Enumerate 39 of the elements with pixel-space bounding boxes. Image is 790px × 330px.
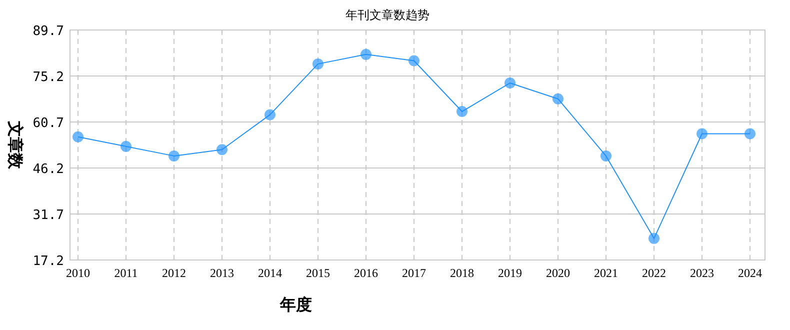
x-tick-label: 2018 (450, 266, 474, 280)
chart-title: 年刊文章数趋势 (346, 8, 430, 22)
y-axis-title: 文章数 (6, 120, 24, 170)
point (600, 150, 612, 162)
point (264, 109, 276, 120)
y-tick-label: 60.7 (32, 116, 64, 131)
y-tick-label: 89.7 (32, 24, 64, 39)
x-tick-label: 2012 (162, 266, 186, 280)
point (504, 77, 516, 88)
x-tick-label: 2010 (66, 266, 90, 280)
point (360, 48, 372, 60)
point (216, 144, 228, 156)
point (312, 58, 324, 70)
x-tick-label: 2021 (594, 266, 618, 280)
y-tick-label: 17.2 (32, 254, 64, 269)
x-tick-label: 2011 (114, 266, 138, 280)
x-tick-label: 2024 (738, 266, 762, 280)
point (168, 150, 180, 162)
point (744, 128, 756, 140)
point (408, 55, 420, 66)
point (552, 93, 564, 104)
x-axis-title: 年度 (279, 295, 312, 314)
x-tick-label: 2014 (258, 266, 282, 280)
x-tick-label: 2016 (354, 266, 378, 280)
x-tick-label: 2022 (642, 266, 666, 280)
point (72, 131, 84, 142)
point (120, 140, 132, 152)
x-tick-label: 2023 (690, 266, 714, 280)
y-tick-label: 31.7 (32, 208, 64, 223)
point (456, 106, 468, 118)
y-tick-label: 46.2 (32, 162, 64, 177)
point (696, 128, 708, 140)
x-tick-label: 2019 (498, 266, 522, 280)
point (648, 232, 660, 244)
x-tick-label: 2020 (546, 266, 570, 280)
y-tick-label: 75.2 (32, 70, 64, 85)
x-tick-label: 2013 (210, 266, 234, 280)
x-tick-label: 2017 (402, 266, 426, 280)
x-tick-label: 2015 (306, 266, 330, 280)
